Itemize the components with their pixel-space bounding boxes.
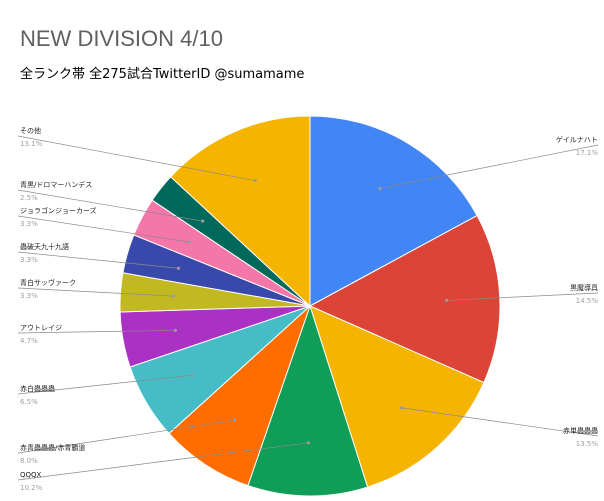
slice-percentage: 3.3% bbox=[20, 220, 38, 228]
leader-line bbox=[17, 442, 309, 481]
slice-label: QQQX bbox=[20, 471, 42, 479]
slice-percentage: 3.3% bbox=[20, 256, 38, 264]
slice-label: 赤単蟲蟲蟲 bbox=[563, 426, 598, 435]
leader-line bbox=[17, 419, 235, 454]
leader-line bbox=[17, 374, 193, 395]
pie-slice bbox=[309, 115, 478, 307]
chart-subtitle: 全ランク帯 全275試合TwitterID @sumamame bbox=[20, 67, 305, 82]
slices-layer bbox=[119, 115, 501, 497]
slice-label: その他 bbox=[20, 126, 41, 135]
leader-line bbox=[446, 292, 599, 301]
slice-label: 黒魔導具 bbox=[570, 283, 598, 292]
slice-label: 青白サッヴァーク bbox=[20, 278, 76, 287]
leader-line bbox=[17, 330, 176, 334]
slice-percentage: 4.7% bbox=[20, 337, 38, 345]
leader-line bbox=[379, 144, 599, 189]
slice-percentage: 13.5% bbox=[576, 440, 599, 448]
slice-label: ゲイルナハト bbox=[556, 135, 598, 144]
leader-line bbox=[17, 287, 174, 297]
chart-title: NEW DIVISION 4/10 bbox=[20, 26, 223, 51]
slice-label: ジョラゴンジョーカーズ bbox=[20, 206, 97, 215]
slice-percentage: 6.5% bbox=[20, 398, 38, 406]
slice-label: 蟲破天九十九語 bbox=[20, 242, 69, 251]
leader-line bbox=[17, 135, 256, 181]
slice-label: 赤白蟲蟲蟲 bbox=[20, 384, 55, 393]
labels-layer: ゲイルナハト 17.1% 黒魔導具 14.5% 赤単蟲蟲蟲 13.5% QQQX 10.2% 赤… bbox=[17, 126, 599, 492]
pie-slice bbox=[308, 214, 501, 384]
slice-percentage: 14.5% bbox=[576, 297, 599, 305]
slice-percentage: 10.2% bbox=[20, 484, 43, 492]
slice-label: 赤青蟲蟲蟲/赤青覇道 bbox=[20, 443, 85, 452]
slice-percentage: 2.5% bbox=[20, 194, 38, 202]
leader-line bbox=[401, 407, 599, 437]
leader-line bbox=[17, 215, 190, 243]
slice-percentage: 13.1% bbox=[20, 140, 43, 148]
slice-percentage: 3.3% bbox=[20, 292, 38, 300]
leader-line bbox=[17, 251, 179, 269]
slice-percentage: 17.1% bbox=[576, 149, 599, 157]
leader-line bbox=[17, 189, 203, 222]
pie-slice bbox=[169, 115, 311, 308]
slice-percentage: 8.0% bbox=[20, 457, 38, 465]
slice-label: 青黒/ドロマーハンデス bbox=[20, 180, 92, 189]
pie-slice bbox=[247, 304, 369, 497]
slice-label: アウトレイジ bbox=[20, 324, 62, 332]
pie-slice bbox=[168, 305, 311, 487]
